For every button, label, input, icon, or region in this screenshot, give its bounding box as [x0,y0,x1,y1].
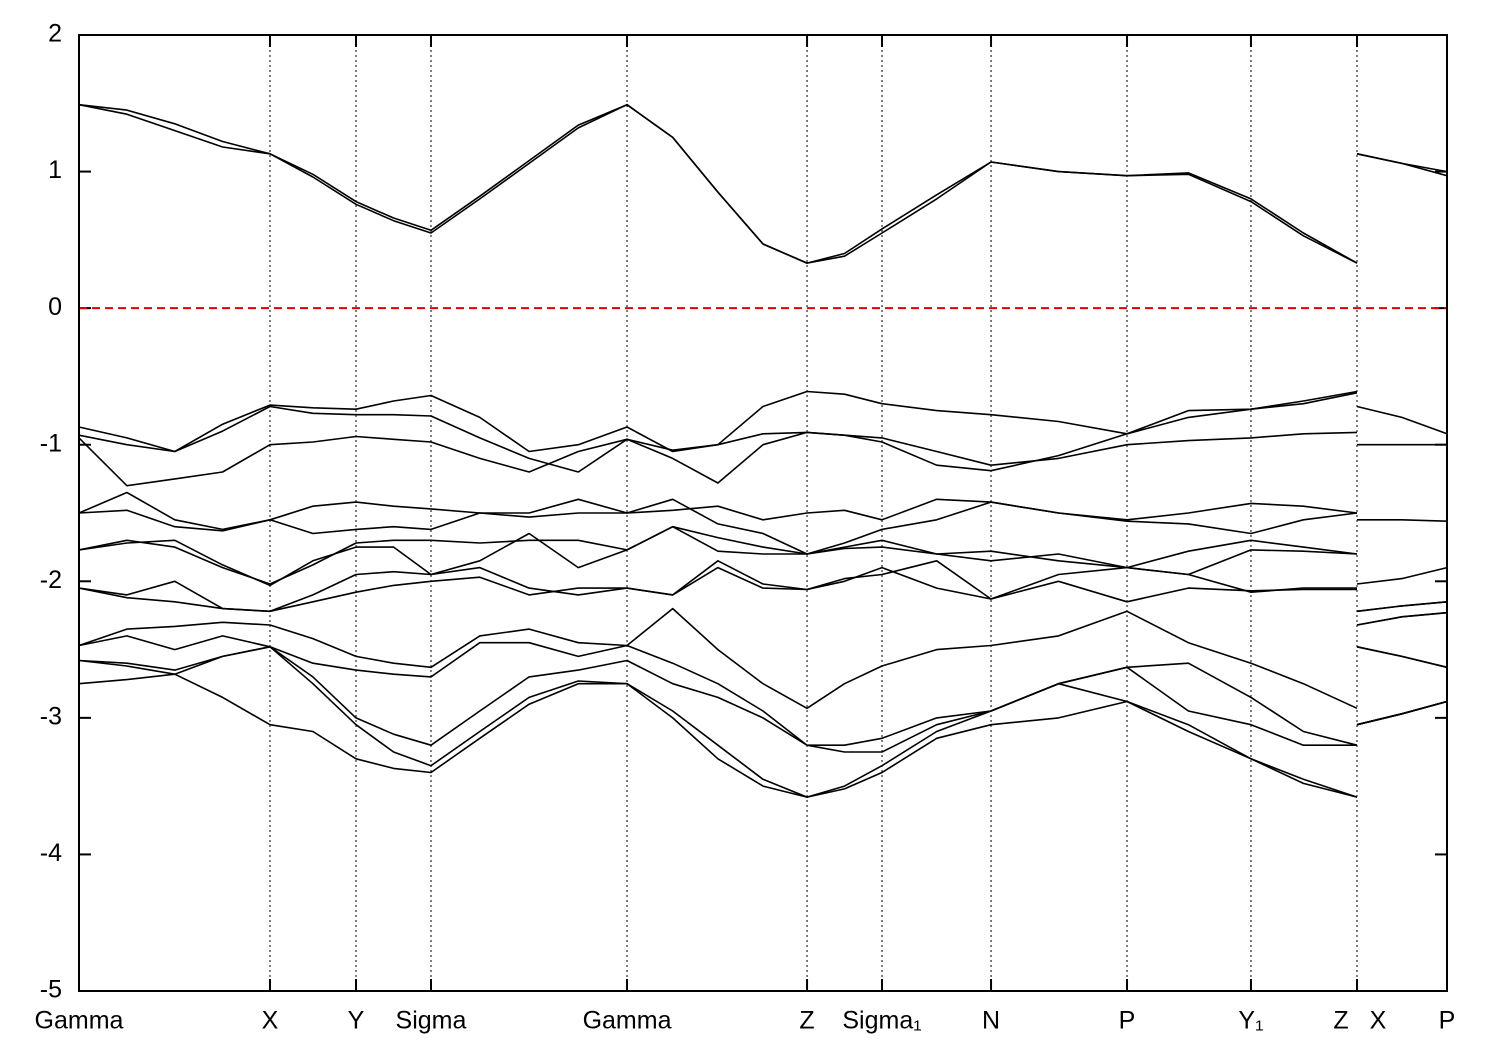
band-line [78,601,1448,753]
y-tick-label: -1 [40,429,62,457]
x-tick-label: X [262,1007,279,1035]
x-tick-label: Gamma [35,1007,124,1035]
band-line [78,103,1448,264]
band-line [78,560,1448,726]
band-line [78,390,1448,453]
band-line [78,611,1448,746]
x-tick-label: P [1439,1007,1456,1035]
x-tick-label: P [1119,1007,1136,1035]
band-line [78,607,1448,710]
plot-frame [78,34,1448,992]
band-line [78,525,1448,626]
x-tick-label: Gamma [583,1007,672,1035]
y-tick-label: -5 [40,976,62,1004]
band-line [78,560,1448,726]
y-tick-label: -3 [40,702,62,730]
y-tick-label: 2 [48,20,62,48]
x-tick-label: Y₁ [1238,1007,1263,1035]
y-tick-label: 1 [48,156,62,184]
band-line [78,431,1448,522]
y-tick-label: 0 [48,293,62,321]
x-tick-label: Z [1333,1007,1348,1035]
y-tick-label: -2 [40,566,62,594]
x-tick-label: X [1370,1007,1387,1035]
band-line [78,392,1447,484]
x-tick-label: Sigma₁ [842,1007,921,1035]
x-tick-label: Z [799,1007,814,1035]
x-tick-label: Sigma [396,1007,467,1035]
band-line [78,491,1448,585]
x-tick-label: N [982,1007,1000,1035]
band-line [78,673,1448,798]
band-line [78,103,1448,264]
x-tick-label: Y [348,1007,365,1035]
y-tick-label: -4 [40,839,62,867]
